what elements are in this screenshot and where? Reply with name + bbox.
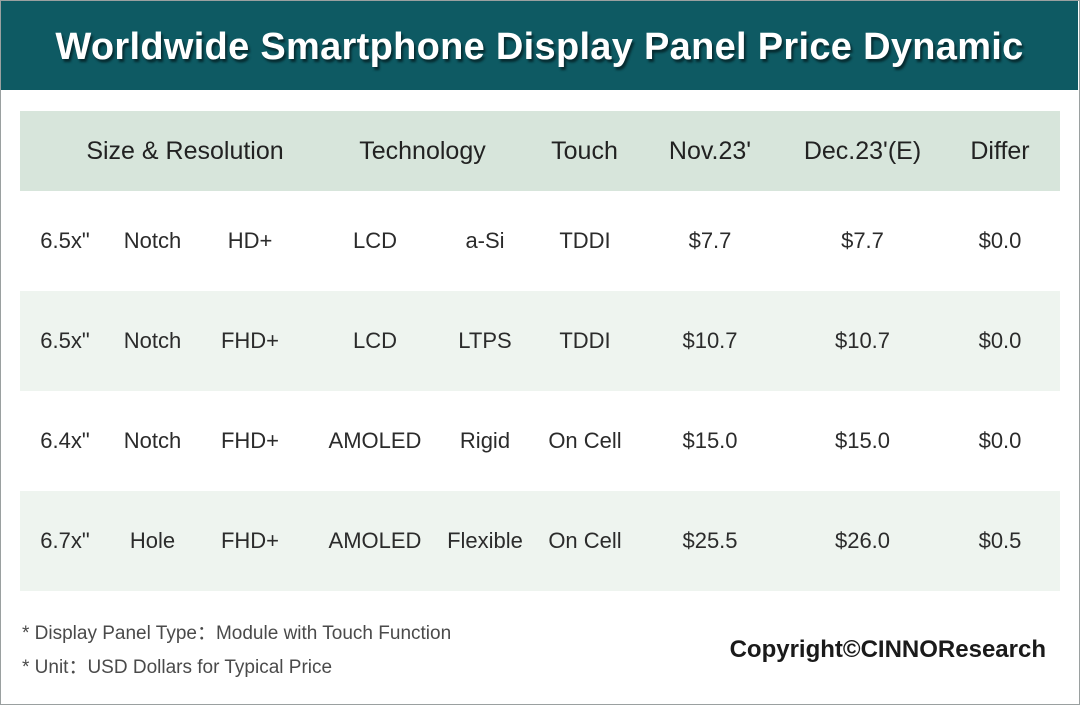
cell-shape: Notch — [123, 428, 182, 453]
cell-technology: AMOLED — [328, 428, 422, 453]
footnote-panel-type: * Display Panel Type：Module with Touch F… — [22, 623, 452, 644]
cell-touch: On Cell — [548, 428, 622, 453]
cell-size: 6.5x" — [40, 328, 90, 353]
cell-difference: $0.0 — [978, 428, 1022, 453]
column-header-touch: Touch — [551, 136, 618, 165]
cell-touch: On Cell — [548, 528, 622, 553]
cell-resolution: FHD+ — [220, 528, 280, 553]
cell-difference: $0.0 — [978, 228, 1022, 253]
column-header-dec: Dec.23'(E) — [803, 136, 922, 165]
table-row: 6.5x" Notch FHD+ LCD LTPS TDDI $10.7 $10.7 $0.0 — [20, 291, 1060, 391]
column-header-technology: Technology — [359, 136, 486, 165]
cell-touch: TDDI — [559, 328, 611, 353]
cell-shape: Hole — [129, 528, 176, 553]
cell-size: 6.5x" — [40, 228, 90, 253]
cell-technology: AMOLED — [328, 528, 422, 553]
cell-dec-price: $7.7 — [841, 228, 884, 253]
cell-dec-price: $26.0 — [834, 528, 891, 553]
cell-size: 6.7x" — [40, 528, 90, 553]
cell-substrate: Rigid — [459, 428, 511, 453]
cell-size: 6.4x" — [40, 428, 90, 453]
cell-shape: Notch — [123, 328, 182, 353]
cell-resolution: FHD+ — [220, 328, 280, 353]
column-header-size-resolution: Size & Resolution — [86, 136, 284, 165]
cell-difference: $0.0 — [978, 328, 1022, 353]
table-row: 6.5x" Notch HD+ LCD a-Si TDDI $7.7 $7.7 $0.0 — [20, 191, 1060, 291]
table-row: 6.4x" Notch FHD+ AMOLED Rigid On Cell $15.0 $15… — [20, 391, 1060, 491]
cell-technology: LCD — [352, 328, 397, 353]
cell-dec-price: $10.7 — [834, 328, 891, 353]
table-row: 6.7x" Hole FHD+ AMOLED Flexible On Cell $25.5 $… — [20, 491, 1060, 591]
cell-substrate: Flexible — [447, 528, 523, 553]
cell-difference: $0.5 — [978, 528, 1022, 553]
cell-substrate: a-Si — [465, 228, 505, 253]
column-header-differ: Differ — [970, 136, 1030, 165]
table-header-row: Size & Resolution Technology Touch Nov.2… — [20, 111, 1060, 191]
footnote-unit: * Unit：USD Dollars for Typical Price — [22, 657, 333, 678]
cell-nov-price: $7.7 — [688, 228, 732, 253]
title-banner: Worldwide Smartphone Display Panel Price… — [1, 1, 1078, 90]
cell-nov-price: $25.5 — [682, 528, 738, 553]
chart-title: Worldwide Smartphone Display Panel Price… — [55, 26, 1024, 68]
cell-technology: LCD — [352, 228, 397, 253]
cell-touch: TDDI — [559, 228, 611, 253]
column-header-nov: Nov.23' — [668, 136, 752, 165]
cell-resolution: FHD+ — [220, 428, 280, 453]
cell-resolution: HD+ — [227, 228, 273, 253]
cell-nov-price: $10.7 — [682, 328, 738, 353]
cell-shape: Notch — [123, 228, 182, 253]
cell-dec-price: $15.0 — [834, 428, 891, 453]
cell-substrate: LTPS — [458, 328, 512, 353]
copyright-text: Copyright©CINNOResearch — [729, 636, 1046, 663]
cell-nov-price: $15.0 — [682, 428, 738, 453]
